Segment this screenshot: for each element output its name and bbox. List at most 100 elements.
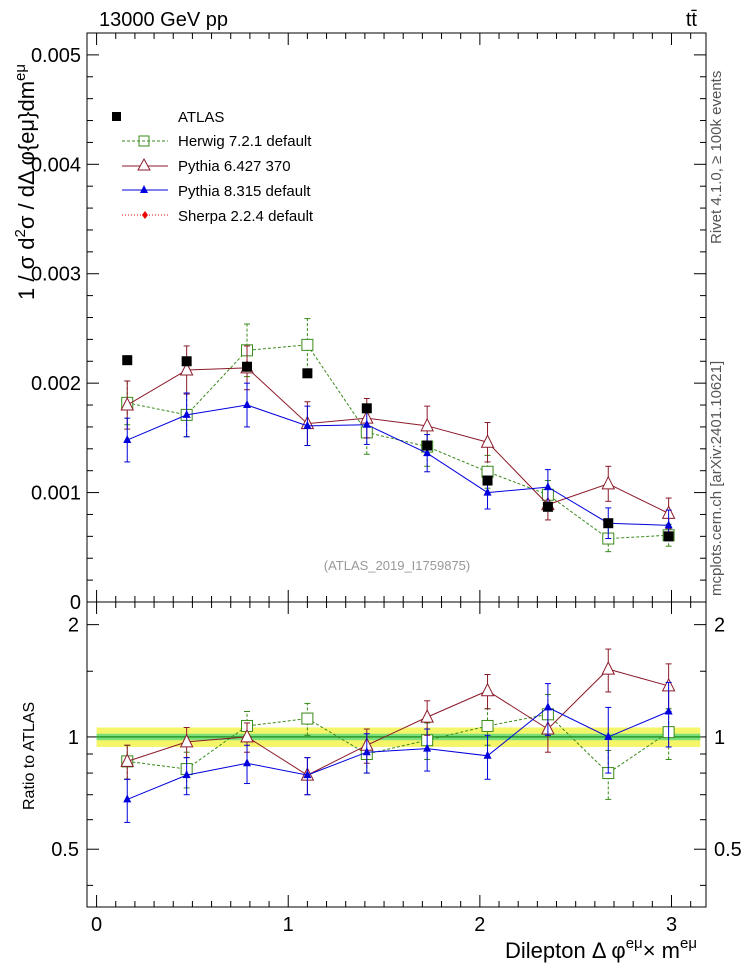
ratio-point-pythia8 (664, 706, 673, 715)
main-point-atlas (422, 440, 433, 451)
main-y-axis-title: 1 / σ d2σ / dΔ φ{eμ}dmeμ (12, 64, 39, 300)
main-point-pythia6 (480, 434, 495, 448)
legend-label-pythia8: Pythia 8.315 default (178, 183, 311, 200)
ratio-series-pythia8 (123, 681, 673, 823)
xlabel-part-3: × m (643, 938, 680, 963)
mcplots-info: mcplots.cern.ch [arXiv:2401.10621] (708, 361, 725, 596)
legend-entry-pythia6: Pythia 6.427 370 (122, 157, 291, 175)
main-series-layer (120, 318, 676, 553)
main-series-herwig (121, 318, 675, 553)
main-point-pythia6 (601, 475, 616, 490)
main-series-pythia8 (123, 382, 673, 542)
main-point-pythia8 (423, 448, 432, 457)
ratio-series-layer (120, 648, 676, 823)
ylabel-part-2: 2 (12, 229, 29, 237)
main-point-herwig (301, 338, 314, 351)
legend-label-pythia6: Pythia 6.427 370 (178, 158, 291, 175)
rivet-info: Rivet 4.1.0, ≥ 100k events (708, 71, 725, 244)
ratio-point-pythia8 (243, 758, 252, 767)
legend-marker-pythia6 (137, 157, 151, 171)
main-point-atlas (482, 475, 493, 486)
main-point-atlas (603, 518, 614, 529)
main-point-pythia6 (120, 396, 135, 411)
main-point-atlas (181, 356, 192, 367)
main-point-atlas (361, 403, 372, 414)
legend-entry-pythia8: Pythia 8.315 default (122, 183, 311, 200)
ratio-point-pythia8 (604, 731, 613, 740)
ratio-point-herwig (481, 719, 494, 732)
ratio-point-herwig (301, 712, 314, 725)
main-point-pythia8 (362, 419, 371, 428)
main-series-pythia6 (120, 345, 676, 530)
main-point-pythia6 (179, 361, 194, 376)
ratio-point-pythia6 (120, 753, 135, 767)
ratio-point-pythia6 (420, 709, 434, 723)
ratio-panel-frame (86, 601, 707, 908)
ratio-point-pythia6 (480, 682, 495, 697)
ratio-point-pythia8 (123, 794, 132, 803)
main-line-pythia6 (126, 367, 669, 514)
main-point-pythia8 (123, 435, 132, 444)
main-point-pythia6 (420, 417, 434, 432)
ylabel-part-3: σ / dΔ φ{eμ}dm (14, 81, 39, 229)
main-point-atlas (122, 355, 133, 366)
xlabel-part-4: eμ (680, 935, 697, 952)
x-ticks: 0 1 2 3 (91, 33, 692, 936)
ratio-y-ticks: 0.5 0.5 1 1 2 2 (51, 615, 742, 886)
ratio-point-pythia6 (179, 733, 194, 748)
main-point-pythia8 (483, 487, 492, 496)
main-point-pythia8 (243, 400, 252, 409)
ylabel-part-1: 1 / σ d (14, 238, 39, 301)
legend-entry-sherpa: Sherpa 2.2.4 default (122, 208, 314, 225)
legend-marker-pythia8 (140, 185, 148, 193)
ratio-point-pythia8 (182, 770, 191, 779)
legend-entry-atlas: ATLAS (112, 109, 224, 126)
x-tick-label: 0 (91, 914, 102, 936)
y-tick-label: 0.001 (31, 483, 81, 505)
x-axis-title: Dilepton Δ φeμ× meμ (505, 935, 697, 963)
ratio-point-pythia8 (303, 770, 312, 779)
y-tick-label: 0.003 (31, 264, 81, 286)
main-line-pythia8 (127, 404, 669, 526)
main-point-pythia8 (182, 409, 191, 418)
ratio-tick-label: 2 (68, 615, 79, 637)
energy-label: 13000 GeV pp (99, 9, 228, 31)
process-label: tt̄ (686, 9, 698, 31)
ratio-line-pythia6 (127, 668, 669, 776)
legend-entry-herwig: Herwig 7.2.1 default (122, 133, 312, 150)
legend-marker-herwig (138, 135, 150, 147)
y-tick-label: 0.002 (31, 373, 81, 395)
ylabel-part-4: eμ (12, 64, 29, 81)
legend-marker-atlas (112, 112, 121, 121)
ratio-point-pythia8 (423, 743, 432, 752)
ratio-y-axis-title: Ratio to ATLAS (21, 702, 38, 810)
main-point-pythia8 (664, 520, 673, 529)
xlabel-part-1: Dilepton Δ φ (505, 938, 626, 963)
y-tick-label: 0 (70, 592, 81, 614)
main-point-atlas (663, 531, 674, 542)
ratio-point-pythia8 (543, 702, 552, 711)
main-y-ticks: 0 0.001 0.002 0.003 0.004 0.005 (31, 45, 706, 614)
ratio-point-pythia6 (240, 728, 254, 743)
main-point-atlas (242, 361, 253, 372)
xlabel-part-2: eμ (626, 935, 643, 952)
ratio-tick-label: 0.5 (51, 839, 79, 861)
legend-label-herwig: Herwig 7.2.1 default (178, 133, 312, 150)
ratio-series-pythia6 (120, 648, 676, 796)
x-tick-label: 1 (283, 914, 294, 936)
legend: ATLAS Herwig 7.2.1 default Pythia 6.427 … (112, 109, 314, 225)
ratio-tick-label-right: 2 (714, 615, 725, 637)
y-tick-label: 0.004 (31, 154, 81, 176)
legend-label-sherpa: Sherpa 2.2.4 default (178, 208, 314, 225)
ratio-tick-label-right: 1 (714, 727, 725, 749)
x-tick-label: 3 (666, 914, 677, 936)
legend-label-atlas: ATLAS (178, 109, 224, 126)
main-point-pythia8 (543, 482, 552, 491)
ratio-tick-label: 1 (68, 727, 79, 749)
ratio-point-pythia8 (362, 747, 371, 756)
main-point-atlas (542, 501, 553, 512)
ratio-point-pythia6 (601, 660, 616, 675)
x-tick-label: 2 (474, 914, 485, 936)
